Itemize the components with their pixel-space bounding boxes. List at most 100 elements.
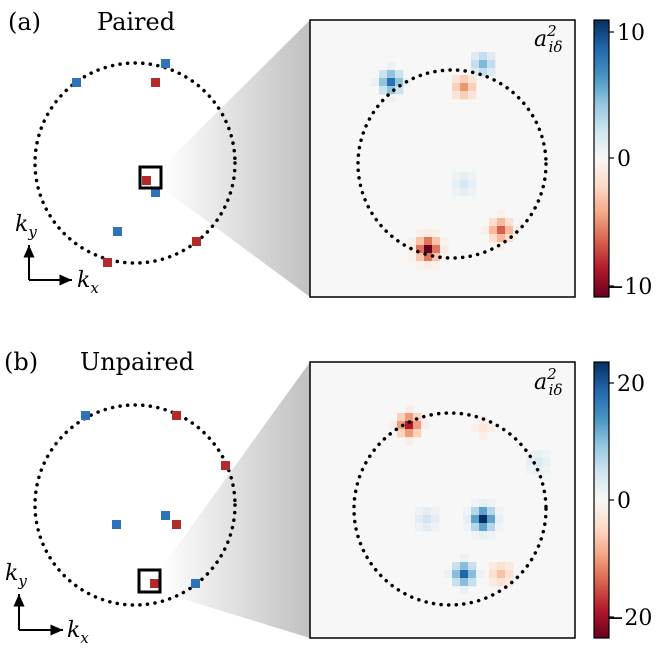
heatmap-cell xyxy=(389,421,398,430)
momentum-point-red xyxy=(150,579,159,588)
heatmap-cell xyxy=(513,226,522,235)
heatmap-cell xyxy=(424,229,433,238)
momentum-point-red xyxy=(192,237,201,246)
heatmap-cell xyxy=(423,515,432,524)
heatmap-cell xyxy=(534,450,543,459)
heatmap-cell xyxy=(452,83,461,92)
heatmap-cell xyxy=(505,570,514,579)
heatmap-cell xyxy=(479,531,488,540)
heatmap-cell xyxy=(415,507,424,516)
heatmap-cell xyxy=(408,237,417,246)
heatmap-cell xyxy=(452,180,461,189)
heatmap-cell xyxy=(487,507,496,516)
heatmap-cell xyxy=(468,91,477,100)
panel-a: (a) Paired ky kx a2 iδ xyxy=(8,8,652,300)
heatmap-cell xyxy=(479,60,488,69)
heatmap-cell xyxy=(460,554,469,563)
heatmap-cell xyxy=(460,586,469,595)
panel-b: (b) Unpaired ky kx a2 iδ 20 0 −20 xyxy=(4,348,652,647)
colorbar-tick-label: 0 xyxy=(617,489,631,514)
panel-a-ky-label: ky xyxy=(15,212,37,241)
heatmap-cell xyxy=(505,226,514,235)
panel-a-colorbar xyxy=(593,19,610,298)
heatmap-cell xyxy=(489,226,498,235)
heatmap-cell xyxy=(468,172,477,181)
heatmap-cell xyxy=(395,86,404,95)
heatmap-cell xyxy=(495,515,504,524)
heatmap-cell xyxy=(405,421,414,430)
panel-b-heatmap-bg xyxy=(310,362,575,638)
heatmap-cell xyxy=(463,507,472,516)
momentum-point-blue xyxy=(151,188,160,197)
heatmap-cell xyxy=(416,253,425,262)
heatmap-cell xyxy=(468,188,477,197)
heatmap-cell xyxy=(452,570,461,579)
heatmap-cell xyxy=(452,75,461,84)
panel-b-label: (b) xyxy=(4,348,38,376)
heatmap-cell xyxy=(479,507,488,516)
momentum-point-blue xyxy=(72,78,81,87)
momentum-point-blue xyxy=(81,411,90,420)
heatmap-cell xyxy=(489,234,498,243)
panel-a-fermi-circle xyxy=(33,61,237,265)
heatmap-cell xyxy=(431,515,440,524)
heatmap-cell xyxy=(423,507,432,516)
heatmap-cell xyxy=(471,424,480,433)
heatmap-cell xyxy=(471,507,480,516)
heatmap-cell xyxy=(423,523,432,532)
heatmap-cell xyxy=(542,450,551,459)
colorbar-tick-label: 10 xyxy=(617,21,645,46)
momentum-point-blue xyxy=(113,227,122,236)
heatmap-cell xyxy=(405,437,414,446)
heatmap-cell xyxy=(432,253,441,262)
heatmap-cell xyxy=(424,245,433,254)
heatmap-cell xyxy=(463,523,472,532)
heatmap-cell xyxy=(489,570,498,579)
heatmap-cell xyxy=(479,523,488,532)
panel-b-zoom-box xyxy=(137,568,162,594)
heatmap-cell xyxy=(505,218,514,227)
panel-a-heatmap-frame xyxy=(309,19,576,298)
heatmap-cell xyxy=(534,458,543,467)
heatmap-cell xyxy=(379,70,388,79)
heatmap-cell xyxy=(471,531,480,540)
heatmap-cell xyxy=(387,62,396,71)
heatmap-cell xyxy=(387,86,396,95)
heatmap-cell xyxy=(479,515,488,524)
heatmap-cell xyxy=(497,578,506,587)
heatmap-cell xyxy=(505,234,514,243)
panel-a-kx-label: kx xyxy=(77,268,99,297)
heatmap-cell xyxy=(413,429,422,438)
heatmap-cell xyxy=(421,421,430,430)
heatmap-cell xyxy=(460,172,469,181)
heatmap-cell xyxy=(416,261,425,270)
colorbar-tick-label: −20 xyxy=(606,606,652,631)
heatmap-cell xyxy=(452,562,461,571)
heatmap-cell xyxy=(431,523,440,532)
heatmap-cell xyxy=(415,515,424,524)
heatmap-cell xyxy=(424,237,433,246)
heatmap-cell xyxy=(424,253,433,262)
momentum-point-blue xyxy=(112,520,121,529)
heatmap-cell xyxy=(479,52,488,61)
heatmap-cell xyxy=(487,52,496,61)
heatmap-cell xyxy=(497,242,506,251)
heatmap-cell xyxy=(479,424,488,433)
heatmap-cell xyxy=(405,429,414,438)
heatmap-cell xyxy=(460,570,469,579)
heatmap-cell xyxy=(487,523,496,532)
momentum-point-blue xyxy=(161,511,170,520)
heatmap-cell xyxy=(468,562,477,571)
panel-a-title: Paired xyxy=(97,8,175,36)
heatmap-cell xyxy=(440,253,449,262)
heatmap-cell xyxy=(463,515,472,524)
heatmap-cell xyxy=(495,507,504,516)
heatmap-cell xyxy=(526,466,535,475)
colorbar-tick-label: −10 xyxy=(606,275,652,300)
heatmap-cell xyxy=(468,578,477,587)
heatmap-cell xyxy=(489,578,498,587)
heatmap-cell xyxy=(444,570,453,579)
heatmap-cell xyxy=(526,450,535,459)
heatmap-cell xyxy=(395,78,404,87)
heatmap-cell xyxy=(479,499,488,508)
